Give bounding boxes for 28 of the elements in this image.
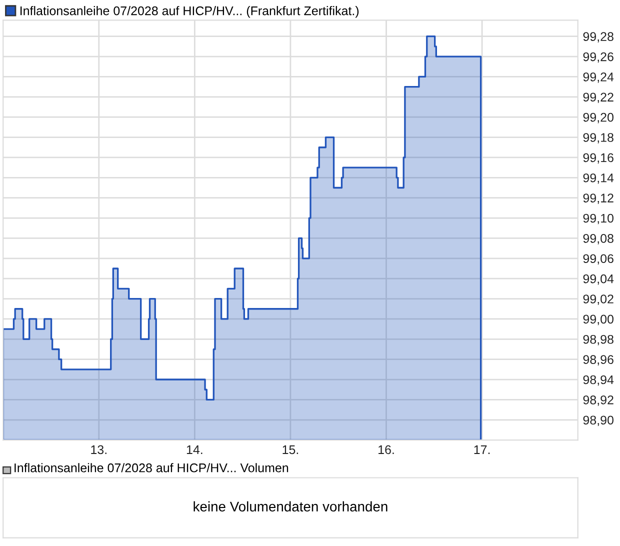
x-tick-label: 14. [186, 445, 202, 454]
y-tick-label: 98,90 [583, 416, 614, 426]
y-tick-label: 99,00 [583, 314, 614, 326]
x-tick-label: 15. [282, 445, 298, 454]
y-tick-label: 99,18 [583, 133, 614, 144]
y-tick-label: 99,10 [583, 214, 614, 224]
y-tick-label: 99,22 [583, 92, 614, 104]
text: Inflationsanleihe 07/2028 auf HICP/HV... Volumen [14, 463, 288, 472]
y-tick-label: 99,06 [583, 254, 614, 265]
legend-label: Inflationsanleihe 07/2028 auf HICP/HV... (Frankfurt Zertifikat.) [20, 6, 359, 18]
y-tick-label: 98,92 [583, 396, 614, 406]
y-tick-label: 99,16 [583, 153, 614, 164]
y-tick-label: 99,02 [583, 294, 614, 305]
x-tick-label: 17. [474, 445, 490, 454]
y-tick-label: 99,14 [583, 173, 614, 184]
y-tick-label: 98,96 [583, 355, 614, 366]
y-tick-label: 99,24 [583, 72, 614, 83]
y-tick-label: 98,94 [583, 375, 614, 386]
y-tick-label: 99,12 [583, 194, 614, 204]
y-tick-label: 99,26 [583, 52, 614, 63]
y-tick-label: 99,04 [583, 274, 614, 285]
y-tick-label: 99,20 [583, 112, 614, 124]
text: keine Volumendaten vorhanden [194, 501, 388, 512]
y-tick-label: 99,28 [583, 32, 614, 42]
x-tick-label: 13. [91, 445, 106, 454]
x-tick-label: 16. [378, 445, 394, 454]
y-tick-label: 99,08 [583, 234, 614, 244]
y-tick-label: 98,98 [583, 334, 614, 346]
